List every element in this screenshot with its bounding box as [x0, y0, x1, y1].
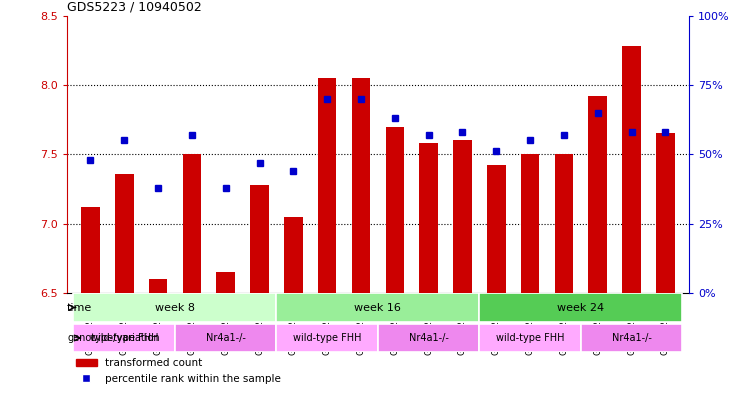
- Legend: transformed count, percentile rank within the sample: transformed count, percentile rank withi…: [72, 354, 285, 388]
- Bar: [73, 293, 276, 322]
- Bar: [555, 154, 574, 293]
- Bar: [581, 324, 682, 352]
- Text: genotype/variation: genotype/variation: [67, 333, 159, 343]
- Text: Nr4a1-/-: Nr4a1-/-: [611, 333, 651, 343]
- Bar: [182, 154, 201, 293]
- Text: wild-type FHH: wild-type FHH: [293, 333, 362, 343]
- Bar: [622, 46, 641, 293]
- Bar: [276, 293, 479, 322]
- Text: GDS5223 / 10940502: GDS5223 / 10940502: [67, 0, 202, 13]
- Bar: [276, 324, 378, 352]
- Text: wild-type FHH: wild-type FHH: [90, 333, 159, 343]
- Bar: [284, 217, 302, 293]
- Bar: [352, 78, 370, 293]
- Text: Nr4a1-/-: Nr4a1-/-: [206, 333, 245, 343]
- Bar: [318, 78, 336, 293]
- Bar: [115, 174, 133, 293]
- Bar: [149, 279, 167, 293]
- Bar: [656, 134, 675, 293]
- Bar: [81, 207, 100, 293]
- Bar: [479, 324, 581, 352]
- Bar: [73, 324, 175, 352]
- Bar: [175, 324, 276, 352]
- Bar: [479, 293, 682, 322]
- Bar: [453, 140, 472, 293]
- Bar: [385, 127, 404, 293]
- Bar: [216, 272, 235, 293]
- Text: week 16: week 16: [354, 303, 402, 312]
- Bar: [588, 96, 607, 293]
- Bar: [378, 324, 479, 352]
- Bar: [521, 154, 539, 293]
- Bar: [419, 143, 438, 293]
- Bar: [487, 165, 505, 293]
- Text: week 24: week 24: [557, 303, 605, 312]
- Text: week 8: week 8: [155, 303, 195, 312]
- Text: wild-type FHH: wild-type FHH: [496, 333, 565, 343]
- Text: time: time: [67, 303, 93, 312]
- Text: Nr4a1-/-: Nr4a1-/-: [409, 333, 448, 343]
- Bar: [250, 185, 269, 293]
